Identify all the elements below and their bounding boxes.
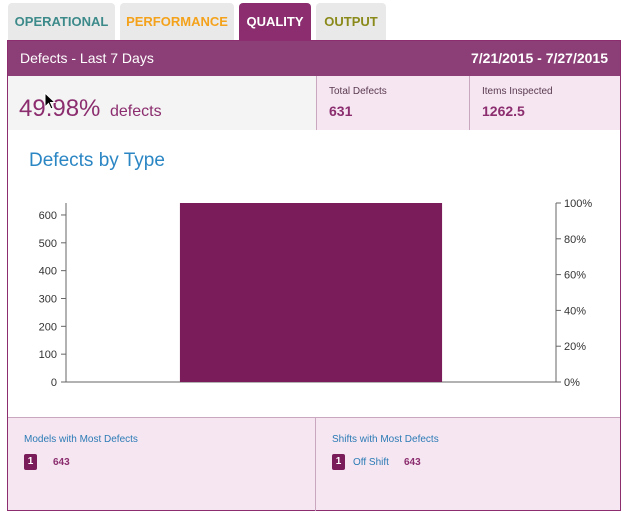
quality-panel: Defects - Last 7 Days 7/21/2015 - 7/27/2…	[7, 40, 621, 511]
total-defects-box: Total Defects 631	[316, 76, 469, 130]
items-inspected-label: Items Inspected	[482, 86, 553, 97]
y-tick-label: 0	[51, 377, 57, 389]
model-rank-badge: 1	[24, 454, 37, 470]
date-range: 7/21/2015 - 7/27/2015	[470, 50, 608, 66]
bottom-summary: Models with Most Defects 1 643 Shifts wi…	[8, 417, 620, 511]
defect-bar	[179, 203, 443, 382]
y-tick-label: 400	[39, 266, 57, 278]
total-defects-label: Total Defects	[329, 86, 387, 97]
y2-tick-label: 20%	[564, 341, 586, 353]
defect-percent-unit: defects	[110, 103, 162, 120]
shifts-section: Shifts with Most Defects 1 Off Shift 643	[315, 418, 620, 511]
tab-operational[interactable]: OPERATIONAL	[8, 3, 115, 40]
y2-tick-label: 80%	[564, 234, 586, 246]
total-defects-value: 631	[329, 103, 353, 119]
chart-title: Defects by Type	[29, 150, 165, 171]
panel-header: Defects - Last 7 Days 7/21/2015 - 7/27/2…	[8, 41, 620, 76]
tab-output[interactable]: OUTPUT	[316, 3, 386, 40]
y-tick-label: 600	[39, 210, 57, 222]
defect-percent-box: 49.98% defects	[8, 76, 316, 130]
panel-title: Defects - Last 7 Days	[20, 50, 154, 66]
models-title: Models with Most Defects	[24, 434, 138, 445]
y-tick-label: 500	[39, 238, 57, 250]
models-section: Models with Most Defects 1 643	[8, 418, 315, 511]
y2-tick-label: 0%	[564, 377, 580, 389]
model-defect-count: 643	[53, 457, 70, 468]
y-tick-label: 300	[39, 293, 57, 305]
tab-performance[interactable]: PERFORMANCE	[120, 3, 234, 40]
tab-quality[interactable]: QUALITY	[239, 3, 311, 40]
mouse-pointer-icon	[44, 92, 56, 110]
defects-by-type-chart: 0 100 200 300 400 500 600 0% 20% 40% 60% 80% 100%	[39, 198, 593, 389]
y2-tick-label: 40%	[564, 305, 586, 317]
shift-rank-badge: 1	[332, 454, 345, 470]
shift-defect-count: 643	[404, 457, 421, 468]
y-tick-label: 200	[39, 321, 57, 333]
y2-tick-label: 60%	[564, 270, 586, 282]
chart-area: Defects by Type 0 100 200 300 400 500 600 0% 20%…	[8, 130, 620, 417]
defect-percent-value: 49.98%	[19, 95, 101, 122]
y2-tick-label: 100%	[564, 198, 592, 210]
stats-row: 49.98% defects Total Defects 631 Items I…	[8, 76, 620, 130]
y-tick-label: 100	[39, 349, 57, 361]
items-inspected-box: Items Inspected 1262.5	[469, 76, 620, 130]
items-inspected-value: 1262.5	[482, 103, 525, 119]
tab-bar: OPERATIONAL PERFORMANCE QUALITY OUTPUT	[0, 0, 626, 40]
shift-name[interactable]: Off Shift	[353, 457, 389, 468]
shifts-title: Shifts with Most Defects	[332, 434, 439, 445]
